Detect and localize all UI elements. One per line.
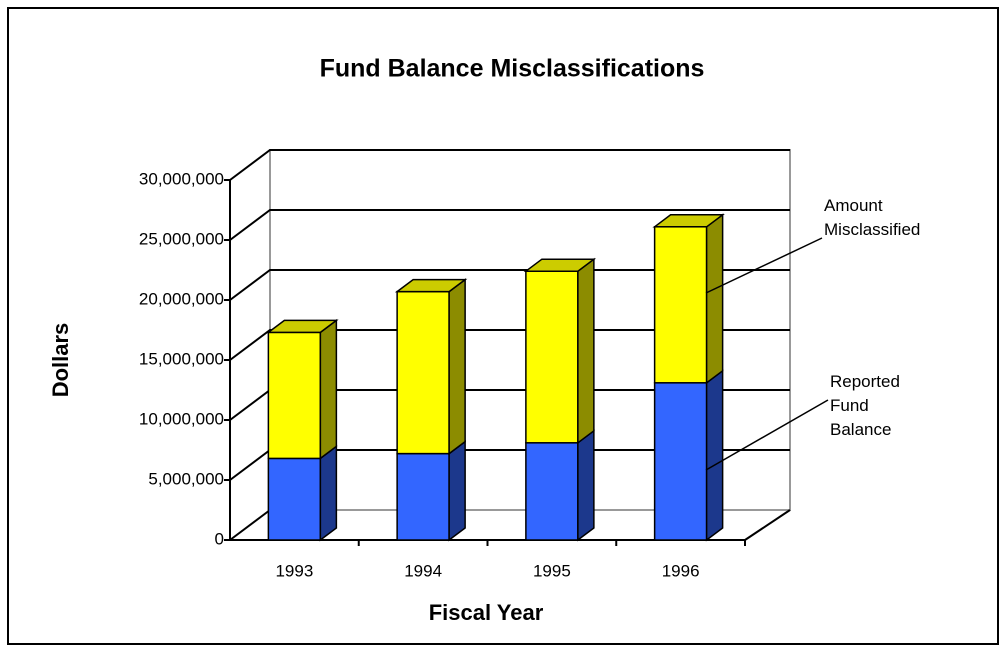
- leader-line: [705, 399, 829, 471]
- y-tick-label: 15,000,000: [139, 349, 224, 368]
- bar-front: [525, 270, 579, 444]
- bar-top: [394, 278, 468, 293]
- bar-side: [577, 429, 595, 542]
- x-axis-label: Fiscal Year: [429, 600, 544, 625]
- bar-side: [448, 278, 466, 456]
- bar-front: [267, 457, 322, 541]
- y-tick-label: 20,000,000: [139, 289, 224, 308]
- bar-side: [577, 257, 595, 445]
- y-tick-label: 0: [215, 529, 224, 548]
- chart-title: Fund Balance Misclassifications: [320, 55, 705, 83]
- x-tick-label: 1996: [662, 561, 700, 580]
- series-annotation: Amount Misclassified: [824, 196, 921, 239]
- bar-front: [267, 331, 322, 460]
- y-axis-label: Dollars: [48, 323, 73, 398]
- x-tick-label: 1994: [404, 561, 442, 580]
- y-tick-label: 25,000,000: [139, 229, 224, 248]
- x-tick-label: 1995: [533, 561, 571, 580]
- grid-line: [229, 209, 790, 241]
- floor-edge: [229, 509, 271, 541]
- bar-front: [396, 452, 450, 541]
- bar-top: [523, 258, 597, 272]
- floor-edge: [744, 509, 791, 541]
- grid-line: [229, 149, 790, 181]
- bar-side: [319, 444, 338, 542]
- bar-front: [396, 290, 450, 455]
- y-tick-label: 5,000,000: [148, 469, 224, 488]
- grid-line: [229, 329, 790, 361]
- grid-line: [229, 269, 790, 301]
- leader-line: [705, 237, 823, 294]
- bar-top: [266, 319, 339, 334]
- bar-side: [448, 440, 466, 542]
- bar-side: [705, 369, 724, 542]
- bar-top: [652, 214, 725, 228]
- x-tick-label: 1993: [275, 561, 313, 580]
- bar-front: [525, 442, 579, 541]
- y-tick-label: 30,000,000: [139, 169, 224, 188]
- bar-side: [319, 318, 338, 460]
- bar-front: [653, 382, 708, 541]
- chart-border: [7, 7, 999, 645]
- series-annotation: Reported Fund Balance: [830, 372, 900, 439]
- bar-front: [653, 226, 708, 384]
- y-tick-label: 10,000,000: [139, 409, 224, 428]
- bar-side: [705, 213, 724, 385]
